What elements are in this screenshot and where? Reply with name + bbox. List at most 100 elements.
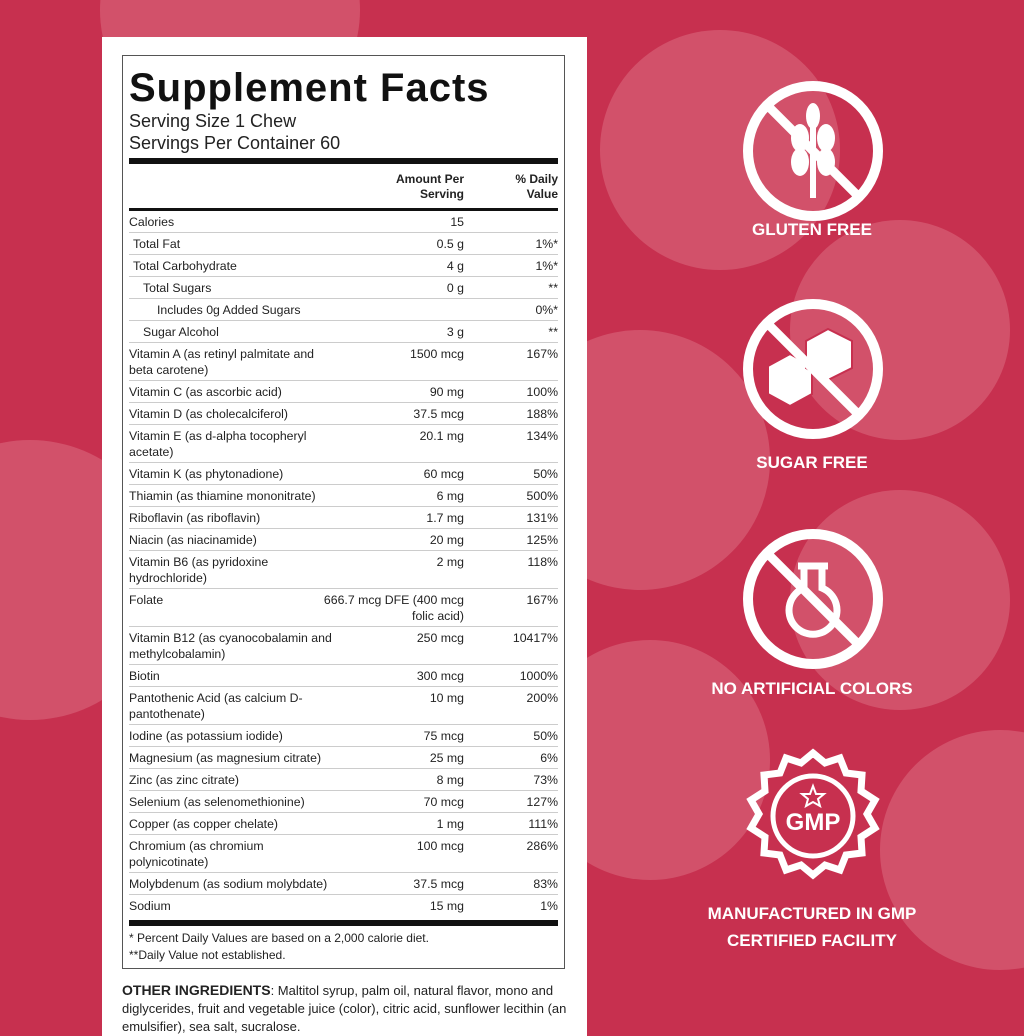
table-header: Amount Per Serving % Daily Value (129, 164, 558, 211)
nutrient-dv: 1% (540, 899, 558, 913)
facts-title: Supplement Facts (129, 66, 490, 110)
table-row: Thiamin (as thiamine mononitrate) 6 mg 500… (129, 485, 558, 507)
table-row: Vitamin B12 (as cyanocobalamin and methy… (129, 627, 558, 665)
supplement-facts-panel: Supplement Facts Serving Size 1 Chew Ser… (102, 37, 587, 1036)
nutrient-dv: 73% (533, 773, 558, 787)
nutrient-dv: ** (548, 281, 558, 295)
nutrient-dv: 6% (540, 751, 558, 765)
table-row: Vitamin A (as retinyl palmitate and beta… (129, 343, 558, 381)
table-row: Vitamin K (as phytonadione) 60 mcg 50% (129, 463, 558, 485)
nutrient-dv: 167% (526, 593, 558, 607)
nutrient-name: Vitamin E (as d-alpha tocopheryl acetate… (129, 429, 307, 459)
table-row: Selenium (as selenomethionine) 70 mcg 127% (129, 791, 558, 813)
nutrient-amount: 10 mg (429, 691, 464, 705)
table-row: Vitamin E (as d-alpha tocopheryl acetate… (129, 425, 558, 463)
nutrient-name: Chromium (as chromium polynicotinate) (129, 839, 264, 869)
table-row: Copper (as copper chelate) 1 mg 111% (129, 813, 558, 835)
nutrient-amount: 1500 mcg (409, 347, 464, 361)
nutrient-dv: 125% (526, 533, 558, 547)
table-row: Chromium (as chromium polynicotinate) 100… (129, 835, 558, 873)
nutrient-amount (334, 302, 464, 318)
nutrient-amount: 8 mg (436, 773, 464, 787)
nutrient-amount: 15 (450, 215, 464, 229)
table-row: Molybdenum (as sodium molybdate) 37.5 mcg… (129, 873, 558, 895)
table-row: Riboflavin (as riboflavin) 1.7 mg 131% (129, 507, 558, 529)
nutrient-name: Vitamin B12 (as cyanocobalamin and methy… (129, 631, 332, 661)
nutrient-amount: 4 g (446, 259, 464, 273)
nutrient-name: Vitamin B6 (as pyridoxine hydrochloride) (129, 555, 269, 585)
table-row: Biotin 300 mcg 1000% (129, 665, 558, 687)
nutrient-amount: 37.5 mcg (413, 407, 464, 421)
nutrient-dv: 167% (526, 347, 558, 361)
table-row: Iodine (as potassium iodide) 75 mcg 50% (129, 725, 558, 747)
nutrient-dv: 131% (526, 511, 558, 525)
badge-label: MANUFACTURED IN GMP CERTIFIED FACILITY (707, 904, 917, 950)
table-row: Sugar Alcohol 3 g ** (129, 321, 558, 343)
nutrient-name: Folate (129, 593, 164, 607)
table-row: Total Carbohydrate 4 g 1%* (129, 255, 558, 277)
nutrient-amount: 25 mg (429, 751, 464, 765)
nutrient-dv: 286% (526, 839, 558, 853)
nutrient-dv (464, 214, 558, 230)
other-ingredients: OTHER INGREDIENTS: Maltitol syrup, palm … (122, 981, 570, 1036)
nutrient-amount: 60 mcg (423, 467, 464, 481)
nutrient-amount: 0.5 g (436, 237, 464, 251)
nutrient-name: Iodine (as potassium iodide) (129, 729, 283, 743)
nutrient-name: Total Sugars (143, 281, 212, 295)
col-dv: % Daily Value (515, 172, 558, 201)
nutrient-dv: ** (548, 325, 558, 339)
footnote-not-established: **Daily Value not established. (129, 948, 286, 962)
nutrient-name: Total Carbohydrate (133, 259, 237, 273)
nutrient-name: Vitamin C (as ascorbic acid) (129, 385, 282, 399)
nutrient-dv: 10417% (512, 631, 558, 645)
badge-label: GLUTEN FREE (752, 220, 872, 239)
divider (129, 158, 558, 164)
table-row: Total Fat 0.5 g 1%* (129, 233, 558, 255)
no-sugar-cubes-icon (743, 299, 883, 439)
nutrient-amount: 1 mg (436, 817, 464, 831)
nutrient-name: Total Fat (133, 237, 181, 251)
table-row: Niacin (as niacinamide) 20 mg 125% (129, 529, 558, 551)
nutrient-dv: 127% (526, 795, 558, 809)
nutrient-dv: 500% (526, 489, 558, 503)
nutrient-name: Thiamin (as thiamine mononitrate) (129, 489, 316, 503)
table-row: Vitamin C (as ascorbic acid) 90 mg 100% (129, 381, 558, 403)
table-row: Vitamin B6 (as pyridoxine hydrochloride)… (129, 551, 558, 589)
badge-label: NO ARTIFICIAL COLORS (711, 679, 913, 698)
table-row: Sodium 15 mg 1% (129, 895, 558, 916)
nutrient-dv: 200% (526, 691, 558, 705)
nutrient-amount: 666.7 mcg DFE (400 mcg folic acid) (323, 593, 464, 623)
nutrient-amount: 90 mg (429, 385, 464, 399)
nutrient-amount: 300 mcg (416, 669, 464, 683)
table-row: Magnesium (as magnesium citrate) 25 mg 6% (129, 747, 558, 769)
nutrient-amount: 37.5 mcg (413, 877, 464, 891)
gmp-seal-icon: GMP (746, 748, 880, 880)
nutrient-name: Sugar Alcohol (143, 325, 219, 339)
nutrient-amount: 3 g (446, 325, 464, 339)
nutrient-dv: 50% (533, 467, 558, 481)
nutrient-amount: 100 mcg (416, 839, 464, 853)
facts-rows: Calories 15 Total Fat 0.5 g 1%* Total Carbohy… (129, 211, 558, 916)
servings-per-container: Servings Per Container 60 (129, 133, 341, 153)
nutrient-dv: 111% (528, 817, 558, 831)
nutrient-name: Vitamin K (as phytonadione) (129, 467, 284, 481)
table-row: Zinc (as zinc citrate) 8 mg 73% (129, 769, 558, 791)
nutrient-dv: 118% (527, 555, 558, 569)
col-amount: Amount Per Serving (395, 172, 464, 201)
nutrient-amount: 6 mg (436, 489, 464, 503)
nutrient-amount: 250 mcg (416, 631, 464, 645)
nutrient-name: Includes 0g Added Sugars (157, 303, 301, 317)
nutrient-amount: 75 mcg (423, 729, 464, 743)
nutrient-amount: 20 mg (429, 533, 464, 547)
nutrient-amount: 1.7 mg (426, 511, 464, 525)
nutrient-amount: 2 mg (436, 555, 464, 569)
nutrient-name: Niacin (as niacinamide) (129, 533, 257, 547)
table-row: Includes 0g Added Sugars 0%* (129, 299, 558, 321)
nutrient-dv: 188% (526, 407, 558, 421)
table-row: Folate 666.7 mcg DFE (400 mcg folic acid)… (129, 589, 558, 627)
other-ingredients-label: OTHER INGREDIENTS (122, 982, 271, 998)
nutrient-name: Sodium (129, 899, 171, 913)
divider (129, 920, 558, 926)
nutrient-name: Vitamin D (as cholecalciferol) (129, 407, 289, 421)
nutrient-name: Biotin (129, 669, 160, 683)
